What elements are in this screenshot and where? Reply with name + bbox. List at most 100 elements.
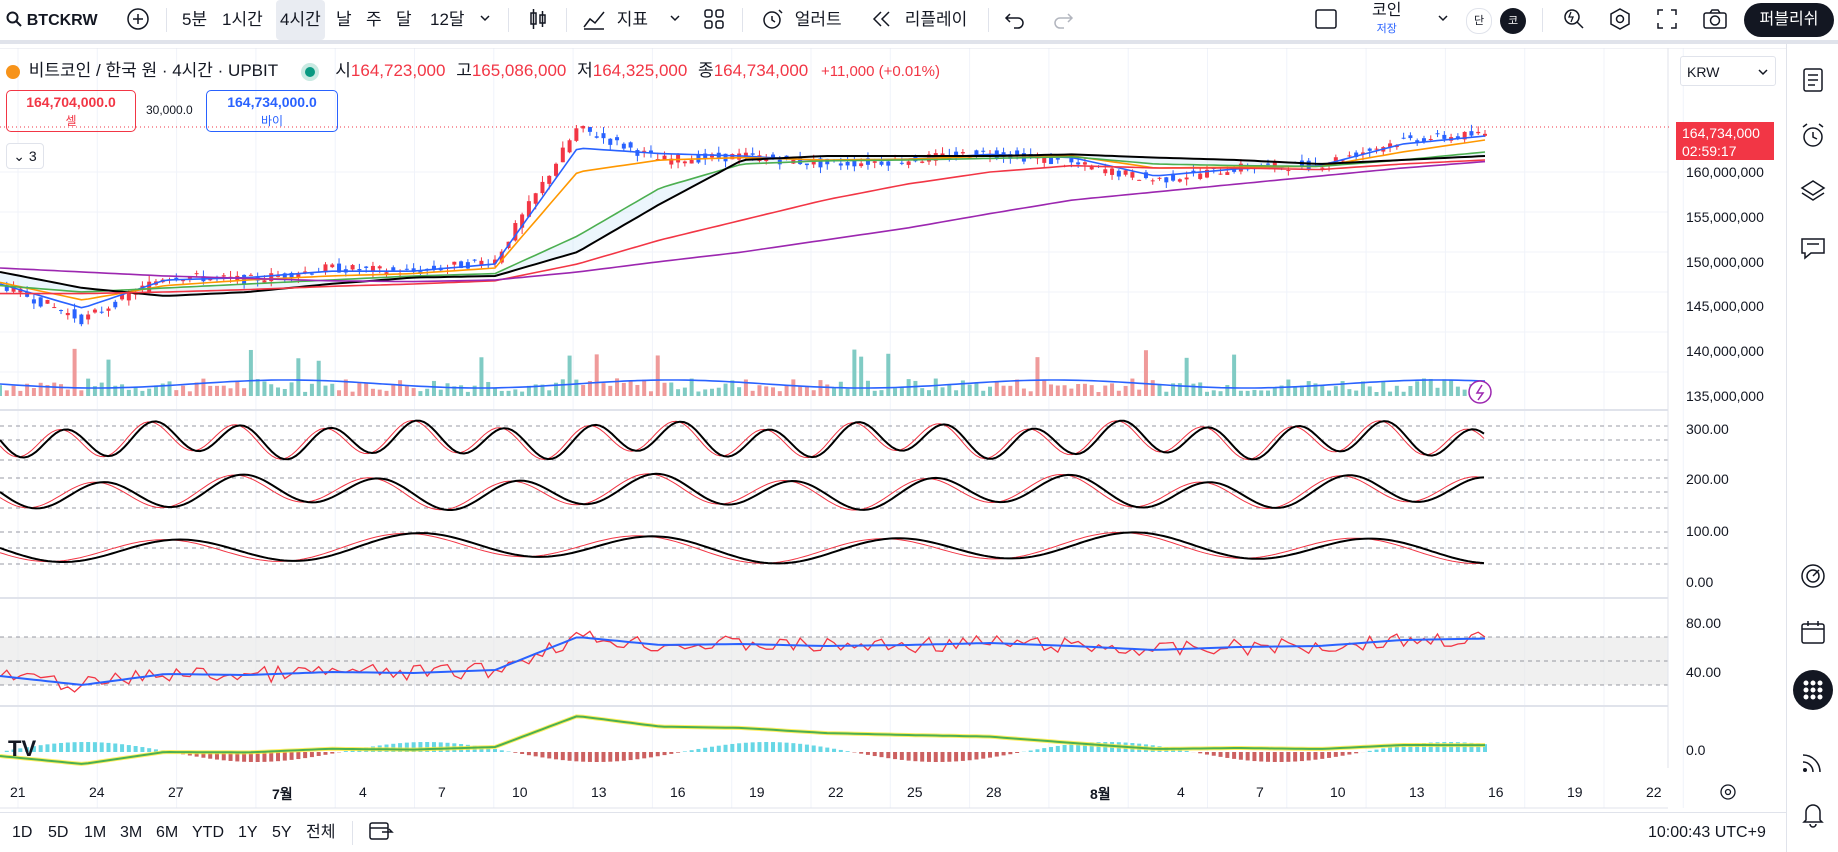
layout-toggle[interactable] — [1314, 0, 1338, 40]
bolt-icon[interactable] — [1468, 380, 1492, 404]
candle-body — [533, 193, 538, 204]
candle-body — [479, 260, 484, 265]
volume-bar — [804, 386, 809, 396]
chat-icon[interactable] — [1799, 234, 1827, 262]
snapshot-button[interactable] — [1702, 0, 1728, 40]
avatar[interactable]: 코 — [1500, 8, 1526, 34]
publish-button[interactable]: 퍼블리쉬 — [1744, 3, 1834, 37]
axis-settings-icon[interactable] — [1720, 784, 1736, 800]
macd-histogram-bar — [832, 748, 837, 752]
alert-button[interactable]: 얼러트 — [760, 0, 842, 40]
volume-bar — [716, 387, 721, 396]
volume-bar — [493, 388, 497, 396]
range-5d[interactable]: 5D — [48, 824, 69, 841]
macd-histogram-bar — [242, 752, 247, 762]
interval-5m[interactable]: 5분 — [182, 10, 208, 29]
volume-bar — [879, 390, 884, 396]
macd-histogram-bar — [709, 746, 714, 752]
candle-body — [560, 147, 565, 163]
macd-histogram-bar — [574, 752, 579, 762]
quick-search-button[interactable] — [1562, 0, 1586, 40]
layout-saved: 저장 — [1376, 23, 1397, 35]
macd-histogram-bar — [947, 752, 952, 762]
indicator-collapse-button[interactable]: ⌄ 3 — [6, 143, 44, 169]
macd-histogram-bar — [581, 752, 586, 762]
candle-body — [1177, 179, 1182, 182]
macd-histogram-bar — [1313, 752, 1318, 760]
apps-grid-icon[interactable] — [1792, 669, 1834, 711]
fullscreen-button[interactable] — [1656, 0, 1678, 40]
undo-button[interactable] — [1004, 0, 1026, 40]
interval-month[interactable]: 달 — [396, 10, 412, 29]
replay-button[interactable]: 리플레이 — [870, 0, 967, 40]
currency-select[interactable]: KRW — [1680, 56, 1776, 86]
volume-bar — [648, 391, 653, 396]
macd-histogram-bar — [120, 744, 125, 752]
templates-button[interactable] — [702, 0, 726, 40]
goto-date-button[interactable] — [368, 813, 394, 852]
symbol-search[interactable]: BTCKRW — [6, 0, 98, 40]
bell-icon[interactable] — [1799, 800, 1827, 828]
alarm-clock-icon[interactable] — [1799, 122, 1827, 150]
time-axis-label: 21 — [10, 784, 26, 800]
price-chart[interactable]: TV — [0, 48, 1786, 812]
range-1d[interactable]: 1D — [12, 824, 33, 841]
candle-body — [642, 150, 647, 152]
range-1m[interactable]: 1M — [84, 824, 107, 841]
range-ytd[interactable]: YTD — [192, 824, 224, 841]
layout-name[interactable]: 코인 저장 — [1372, 2, 1401, 42]
interval-week[interactable]: 주 — [366, 10, 382, 29]
redo-button[interactable] — [1052, 0, 1074, 40]
range-1y[interactable]: 1Y — [238, 824, 258, 841]
interval-dropdown[interactable] — [478, 0, 492, 40]
layers-icon[interactable] — [1799, 178, 1827, 206]
gauge-icon[interactable] — [1799, 562, 1827, 590]
buy-button[interactable]: 164,734,000.0 바이 — [206, 90, 338, 132]
candle-body — [920, 161, 925, 163]
watchlist-icon[interactable] — [1799, 66, 1827, 94]
candle-body — [1143, 172, 1148, 179]
macd-histogram-bar — [276, 752, 281, 762]
macd-histogram-bar — [906, 752, 911, 761]
volume-bar — [242, 388, 247, 396]
volume-bar — [1279, 385, 1284, 396]
macd-histogram-bar — [526, 752, 531, 756]
macd-histogram-bar — [676, 752, 681, 753]
candle-body — [1442, 134, 1447, 139]
range-5y[interactable]: 5Y — [272, 824, 292, 841]
volume-bar — [737, 387, 742, 396]
interval-4h[interactable]: 4시간 — [276, 0, 325, 40]
macd-histogram-bar — [818, 746, 823, 752]
clock-timezone[interactable]: 10:00:43 UTC+9 — [1648, 824, 1766, 841]
signal-icon[interactable] — [1799, 748, 1827, 776]
range-all[interactable]: 전체 — [306, 824, 336, 841]
sell-button[interactable]: 164,704,000.0 셀 — [6, 90, 136, 132]
volume-bar — [1340, 381, 1345, 396]
settings-button[interactable] — [1608, 0, 1632, 40]
indicators-button[interactable]: 지표 — [582, 0, 648, 40]
avatar[interactable]: 단 — [1466, 8, 1492, 34]
volume-bar — [309, 383, 314, 396]
chart-type-button[interactable] — [526, 0, 550, 40]
candle-body — [838, 163, 843, 166]
macd-histogram-bar — [255, 752, 260, 762]
layout-dropdown[interactable] — [1436, 0, 1450, 40]
candle-body — [574, 128, 579, 141]
compare-button[interactable] — [126, 0, 150, 40]
interval-1h[interactable]: 1시간 — [222, 10, 263, 29]
symbol-title[interactable]: 비트코인 / 한국 원 · 4시간 · UPBIT — [28, 61, 278, 80]
indicators-dropdown[interactable] — [668, 0, 682, 40]
interval-12m[interactable]: 12달 — [430, 10, 465, 29]
range-6m[interactable]: 6M — [156, 824, 179, 841]
candle-body — [323, 264, 328, 273]
calendar-icon[interactable] — [1799, 618, 1827, 646]
candle-body — [520, 214, 525, 228]
macd-histogram-bar — [269, 752, 274, 762]
volume-bar — [1015, 379, 1020, 396]
candle-body — [1055, 158, 1060, 160]
interval-day[interactable]: 날 — [336, 10, 352, 29]
volume-bar — [1096, 391, 1101, 396]
range-3m[interactable]: 3M — [120, 824, 143, 841]
volume-bar — [1069, 388, 1074, 396]
macd-histogram-bar — [764, 742, 769, 752]
